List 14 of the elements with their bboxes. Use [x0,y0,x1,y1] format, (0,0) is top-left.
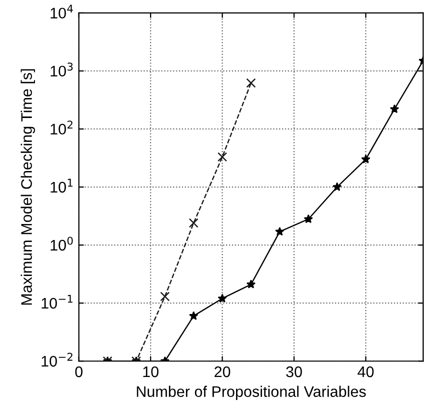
y-tick-label: 10$^{−1}$ [42,294,72,309]
y-tick-label: 10$^{4}$ [50,4,73,19]
y-tick-label: 10$^{3}$ [50,62,73,77]
x-tick-label: 10 [143,366,158,378]
y-axis-title: Maximum Model Checking Time [s] [20,69,35,305]
x-tick-label: 30 [286,366,302,378]
y-tick-label: 10$^{2}$ [50,120,72,135]
y-tick-label: 10$^{−2}$ [42,352,72,367]
x-axis-title: Number of Propositional Variables [136,386,366,400]
y-tick-label: 10$^{1}$ [50,178,73,193]
x-tick-label: 20 [214,366,230,378]
x-tick-label: 0 [75,366,83,378]
y-tick-label: 10$^{0}$ [50,236,73,251]
x-tick-label: 40 [358,366,374,378]
